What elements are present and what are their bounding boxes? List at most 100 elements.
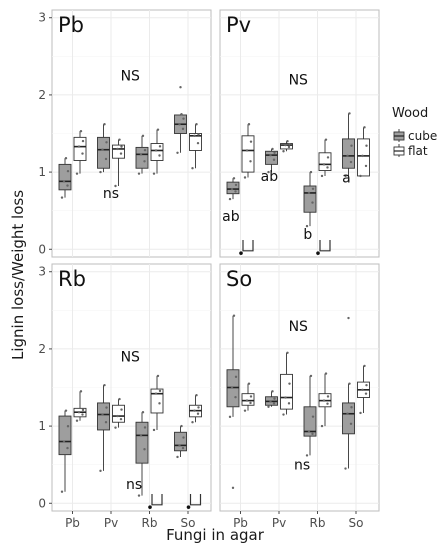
box-rb-cube <box>303 406 317 437</box>
y-tick-label: 3 <box>38 11 46 25</box>
data-point <box>60 490 64 493</box>
data-point <box>309 374 313 378</box>
data-point <box>271 147 274 151</box>
box-pv-flat <box>280 373 293 410</box>
data-point <box>326 166 329 169</box>
data-point <box>311 432 314 436</box>
data-point <box>120 408 123 411</box>
data-point <box>273 151 276 154</box>
data-point <box>154 149 158 152</box>
data-point <box>119 152 123 155</box>
data-point <box>182 436 185 439</box>
data-point <box>269 153 272 157</box>
data-point <box>64 409 68 412</box>
data-point <box>288 142 291 146</box>
data-point <box>243 176 247 179</box>
significance-label: NS <box>121 350 140 366</box>
collapsed-point <box>148 505 152 509</box>
data-point <box>349 422 353 425</box>
data-point <box>103 123 106 126</box>
data-point <box>77 411 81 414</box>
data-point <box>307 430 311 433</box>
y-tick-label: 2 <box>38 88 46 102</box>
facet-rb: 0 1 2 3 Pb Pv Rb So NS ns Rb <box>38 263 212 530</box>
data-point <box>79 390 83 393</box>
data-point <box>181 446 185 450</box>
significance-label: ab <box>222 209 240 225</box>
panel-title: Rb <box>58 267 86 291</box>
data-point <box>287 145 291 149</box>
data-point <box>247 123 251 126</box>
facet-so: Pb Pv Rb So NS ns So <box>219 263 380 530</box>
data-point <box>182 117 185 120</box>
data-point <box>282 413 285 416</box>
x-tick-label: Pv <box>104 516 118 530</box>
data-point <box>311 415 315 418</box>
box-rb-cube <box>135 421 149 464</box>
box-pb-cube <box>58 163 72 191</box>
x-tick-label: Rb <box>142 516 158 530</box>
data-point <box>361 154 364 158</box>
data-point <box>152 428 156 432</box>
data-point <box>66 184 69 187</box>
data-point <box>120 145 123 148</box>
data-point <box>154 392 158 395</box>
data-point <box>326 402 329 405</box>
x-tick-label: Pv <box>272 516 286 530</box>
x-tick-label: Rb <box>310 516 326 530</box>
data-point <box>249 160 252 163</box>
data-point <box>284 396 287 399</box>
y-tick-label: 0 <box>38 496 46 510</box>
box-pv-cube <box>97 402 110 431</box>
data-point <box>309 170 313 174</box>
data-point <box>243 409 247 412</box>
significance-label: NS <box>121 69 140 85</box>
significance-label: ab <box>261 169 279 185</box>
data-point <box>99 469 102 473</box>
data-point <box>247 382 251 385</box>
x-tick-label: So <box>349 516 364 530</box>
data-point <box>180 113 183 116</box>
x-tick-label: Pb <box>233 516 248 530</box>
data-point <box>105 141 108 144</box>
data-point <box>271 390 274 393</box>
data-point <box>62 440 66 443</box>
data-point <box>350 406 353 409</box>
data-point <box>195 123 198 126</box>
significance-label: b <box>303 227 312 243</box>
data-point <box>158 145 162 148</box>
data-point <box>143 426 147 429</box>
data-point <box>284 143 287 147</box>
data-point <box>99 170 102 174</box>
data-point <box>119 417 123 421</box>
data-point <box>77 145 81 148</box>
data-point <box>81 413 84 416</box>
data-point <box>158 402 161 405</box>
data-point <box>365 383 368 387</box>
data-point <box>101 148 104 151</box>
data-point <box>307 191 311 195</box>
data-point <box>139 153 143 156</box>
y-tick-label: 1 <box>38 419 46 433</box>
data-point <box>234 190 237 193</box>
collapsed-group-marker <box>151 494 163 506</box>
data-point <box>305 454 309 457</box>
data-point <box>287 402 291 405</box>
outlier-point <box>231 486 235 490</box>
data-point <box>228 197 232 201</box>
data-point <box>363 364 366 368</box>
x-tick-label: So <box>181 516 196 530</box>
box-pv-cube <box>97 136 110 169</box>
box-rb-cube <box>135 146 149 169</box>
box-pv-flat <box>280 143 293 150</box>
box-rb-flat <box>318 152 332 171</box>
data-point <box>118 138 121 141</box>
data-point <box>197 406 200 409</box>
data-point <box>359 411 362 415</box>
data-point <box>60 196 64 199</box>
data-point <box>267 170 270 174</box>
data-point <box>143 148 147 152</box>
data-point <box>234 395 237 399</box>
data-point <box>320 174 324 178</box>
